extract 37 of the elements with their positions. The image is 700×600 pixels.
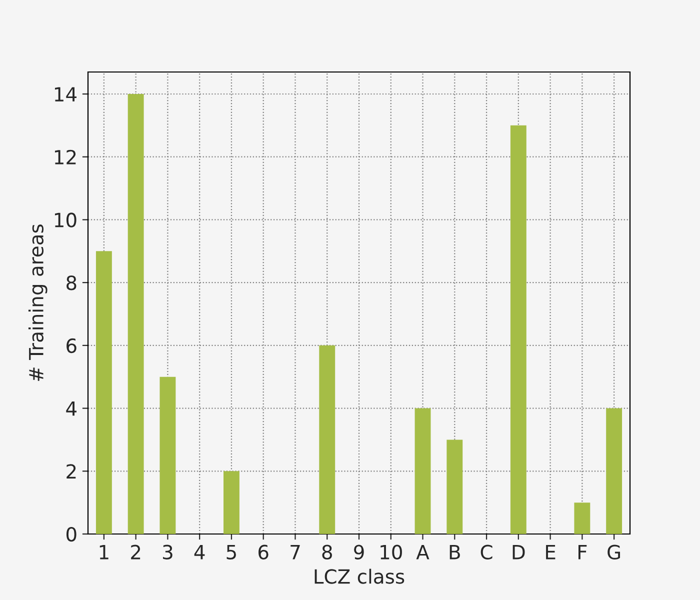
bar <box>224 471 240 534</box>
x-tick-label: C <box>480 544 492 560</box>
x-tick-label: 6 <box>258 544 268 560</box>
x-tick-label: 8 <box>322 544 332 560</box>
bar <box>319 345 336 534</box>
bar <box>96 251 112 534</box>
x-tick-label: E <box>546 545 556 560</box>
x-tick-label: F <box>578 545 587 560</box>
bar <box>414 408 431 534</box>
x-tick-label: D <box>512 545 525 560</box>
y-tick-label: 10 <box>54 212 76 228</box>
y-tick-label: 4 <box>66 401 76 416</box>
x-tick-label: 3 <box>163 544 172 560</box>
x-tick-label: 5 <box>226 545 236 560</box>
bar <box>446 440 463 534</box>
x-tick-label: A <box>416 545 430 560</box>
x-tick-label: 10 <box>380 544 402 560</box>
x-tick-label: G <box>608 544 620 560</box>
y-tick-label: 6 <box>66 338 76 354</box>
bar <box>510 125 526 534</box>
x-tick-label: 4 <box>194 545 205 560</box>
x-axis-title: LCZ class <box>314 568 404 584</box>
y-tick-label: 8 <box>66 276 76 290</box>
y-tick-label: 2 <box>66 464 76 479</box>
y-tick-label: 0 <box>66 526 76 542</box>
x-tick-label: B <box>450 545 460 560</box>
x-tick-label: 1 <box>100 545 108 560</box>
bar <box>160 376 176 534</box>
x-tick-label: 7 <box>290 545 300 560</box>
y-tick-label: 14 <box>54 87 76 102</box>
bar <box>128 94 144 534</box>
y-axis-title: # Training areas <box>28 224 48 381</box>
bar <box>574 502 590 534</box>
y-tick-label: 12 <box>54 150 76 164</box>
x-tick-label: 9 <box>354 544 364 560</box>
bar <box>606 408 622 534</box>
x-tick-label: 2 <box>131 544 140 560</box>
